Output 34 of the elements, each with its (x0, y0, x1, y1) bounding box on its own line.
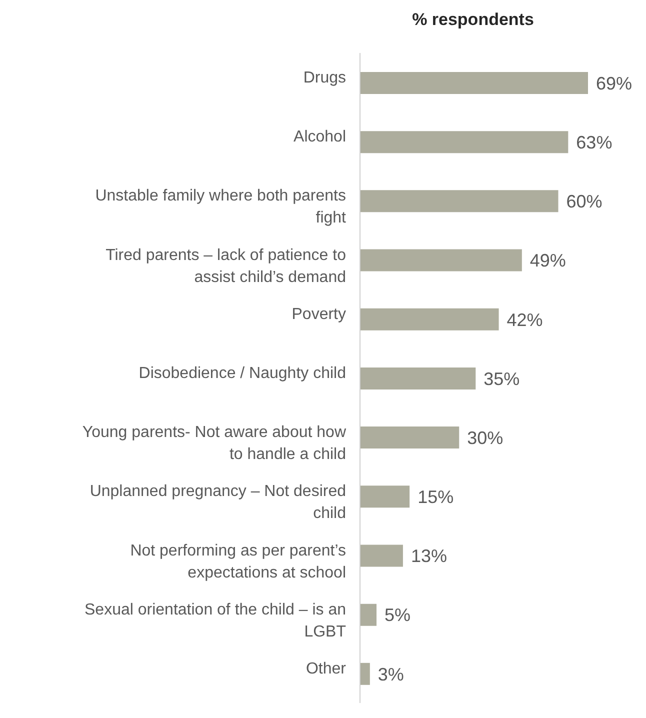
data-label: 63% (576, 132, 612, 152)
data-label: 30% (467, 428, 504, 448)
y-tick-label: Not performing as per parent’s expectations at school (130, 542, 346, 582)
y-tick-label: Young parents- Not aware about how to handle a child (82, 424, 346, 464)
data-label: 5% (384, 605, 411, 626)
data-label: 15% (418, 487, 454, 508)
bar (360, 190, 558, 212)
y-tick-label: Disobedience / Naughty child (138, 365, 346, 382)
y-tick-label: Other (306, 660, 347, 678)
y-tick-label: Unplanned pregnancy – Not desired child (90, 483, 346, 522)
y-tick-label: Unstable family where both parents fight (95, 188, 347, 227)
bar (360, 662, 370, 685)
bar (360, 131, 568, 154)
y-tick-label: Poverty (292, 306, 346, 323)
data-label: 3% (378, 664, 404, 684)
y-tick-label: Sexual orientation of the child – is an LGBT (84, 601, 346, 640)
bar (360, 367, 476, 390)
bar (360, 249, 522, 272)
bar (360, 426, 460, 449)
data-label: 42% (506, 310, 543, 330)
data-label: 35% (484, 368, 520, 389)
bar (360, 604, 377, 626)
chart-title: % respondents (411, 10, 535, 30)
data-label: 49% (530, 250, 566, 271)
data-label: 60% (566, 192, 602, 212)
bar (360, 544, 403, 567)
data-label: 69% (596, 73, 632, 94)
bar (360, 72, 588, 94)
data-label: 13% (410, 546, 447, 566)
y-tick-label: Drugs (303, 70, 346, 87)
bar (360, 486, 410, 508)
bar (360, 308, 499, 330)
y-tick-label: Alcohol (294, 128, 346, 146)
y-tick-label: Tired parents – lack of patience to assist child’s demand (106, 246, 346, 286)
